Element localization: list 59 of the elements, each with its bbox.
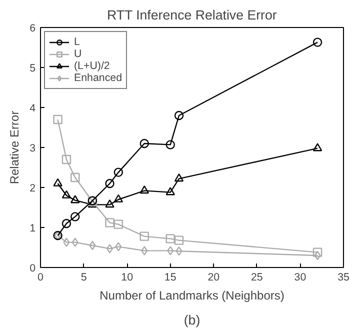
point bbox=[105, 218, 114, 228]
point bbox=[72, 238, 78, 247]
point bbox=[115, 242, 122, 252]
point bbox=[174, 173, 184, 182]
point bbox=[106, 244, 114, 254]
x-axis-title: Number of Landmarks (Neighbors) bbox=[100, 288, 284, 302]
x-tick-label: 0 bbox=[38, 272, 44, 284]
x-tick-label: 25 bbox=[251, 272, 263, 284]
point bbox=[62, 154, 72, 164]
x-tick-label: 15 bbox=[164, 272, 176, 284]
x-tick-label: 10 bbox=[121, 272, 134, 284]
point bbox=[114, 194, 124, 202]
y-tick-label: 5 bbox=[30, 62, 36, 74]
y-tick-label: 1 bbox=[30, 222, 36, 234]
point bbox=[166, 187, 175, 196]
point bbox=[174, 110, 184, 120]
point bbox=[314, 250, 321, 260]
point bbox=[62, 218, 72, 228]
point bbox=[70, 172, 80, 182]
legend-label: U bbox=[74, 48, 83, 60]
point bbox=[141, 246, 148, 256]
point bbox=[140, 232, 149, 241]
x-tick-label: 35 bbox=[338, 272, 350, 284]
point bbox=[53, 178, 62, 186]
point bbox=[105, 199, 114, 208]
chart-title: RTT Inference Relative Error bbox=[106, 8, 278, 22]
x-tick-label: 20 bbox=[208, 272, 220, 284]
y-tick-label: 2 bbox=[30, 182, 36, 194]
point bbox=[53, 114, 62, 124]
point bbox=[114, 220, 124, 229]
point bbox=[312, 143, 322, 152]
point bbox=[62, 190, 72, 198]
point bbox=[88, 199, 98, 208]
point bbox=[105, 178, 114, 188]
y-tick-label: 3 bbox=[30, 142, 36, 154]
legend-label: Enhanced bbox=[74, 72, 122, 84]
point bbox=[70, 212, 80, 222]
point bbox=[140, 185, 149, 194]
point bbox=[166, 234, 175, 244]
point bbox=[312, 38, 322, 47]
legend-label: (L+U)/2 bbox=[74, 60, 110, 72]
point bbox=[140, 138, 149, 148]
y-tick-label: 4 bbox=[30, 102, 36, 114]
y-tick-label: 0 bbox=[30, 262, 36, 274]
legend-label: L bbox=[74, 36, 81, 48]
x-tick-label: 30 bbox=[294, 272, 306, 284]
point bbox=[89, 240, 96, 250]
point bbox=[174, 236, 184, 245]
x-tick-label: 5 bbox=[80, 272, 87, 284]
point bbox=[63, 238, 70, 247]
point bbox=[70, 195, 80, 204]
y-tick-label: 6 bbox=[30, 22, 36, 34]
point bbox=[167, 246, 174, 256]
text: (b) bbox=[184, 312, 200, 328]
point bbox=[176, 246, 182, 256]
point bbox=[312, 248, 322, 257]
point bbox=[166, 140, 175, 150]
point bbox=[114, 168, 124, 177]
y-axis-title: Relative Error bbox=[8, 110, 22, 184]
